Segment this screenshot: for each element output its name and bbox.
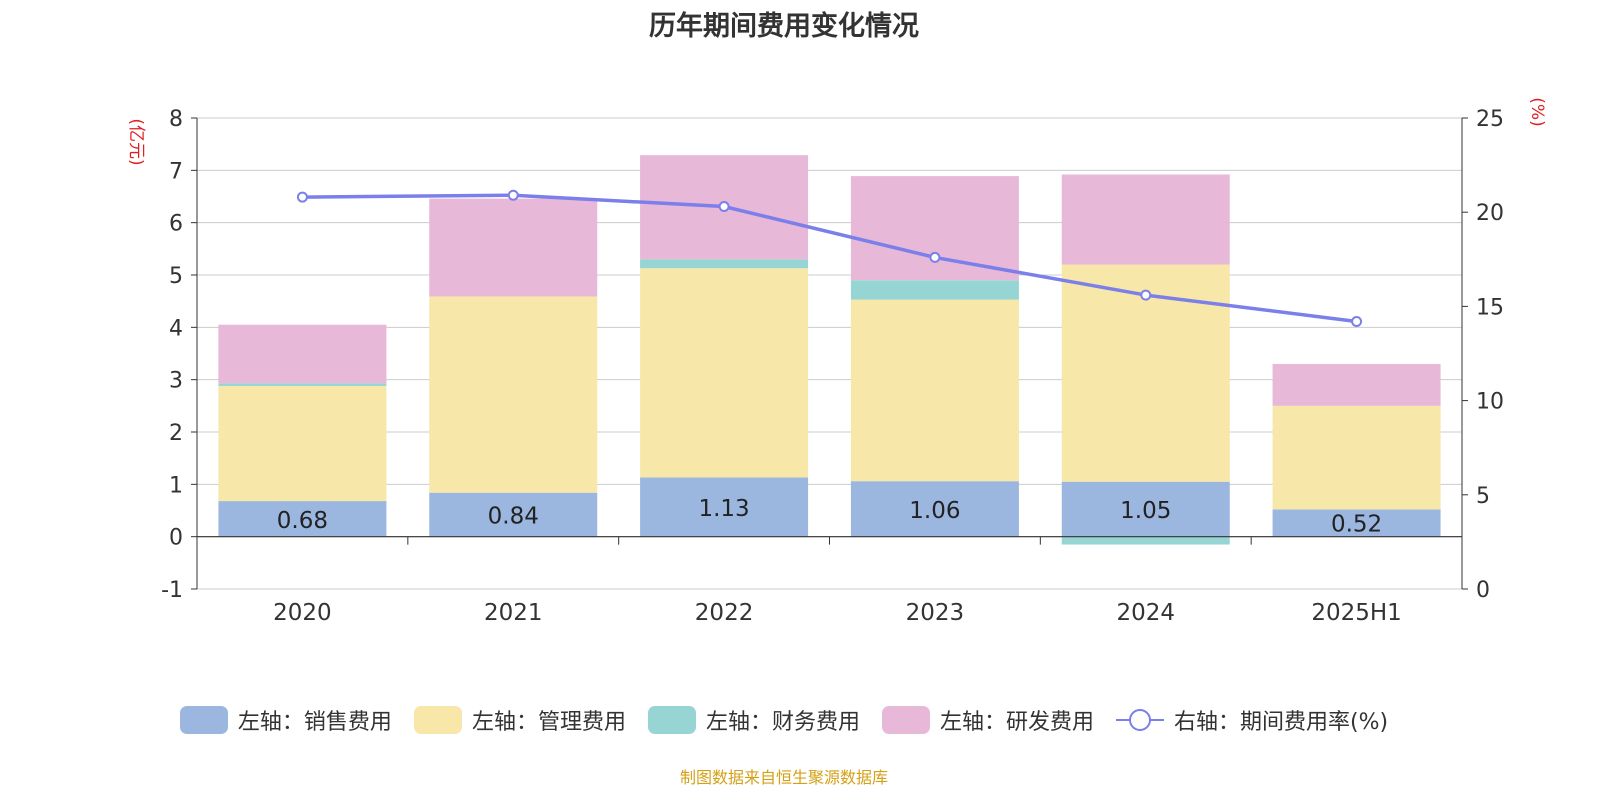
legend-swatch bbox=[413, 706, 462, 734]
rate-point bbox=[718, 201, 730, 213]
y-left-tick-label: 0 bbox=[169, 526, 183, 551]
y-right-tick-label: 5 bbox=[1476, 484, 1490, 509]
bar-segment bbox=[429, 296, 598, 493]
bar-segment bbox=[850, 280, 1019, 300]
y-right-tick-label: 0 bbox=[1476, 578, 1490, 603]
source-note: 制图数据来自恒生聚源数据库 bbox=[679, 768, 888, 787]
legend-swatch bbox=[881, 706, 930, 734]
y-left-tick-label: 3 bbox=[169, 369, 183, 394]
x-tick-label: 2021 bbox=[484, 600, 543, 626]
y-left-tick-label: 1 bbox=[169, 473, 183, 498]
legend: 左轴：销售费用 左轴：管理费用 左轴：财务费用 左轴：研发费用 右轴：期间费用率(%) bbox=[0, 704, 1568, 736]
bar-segment bbox=[1061, 481, 1230, 537]
bar-segment bbox=[218, 385, 387, 502]
legend-item[interactable]: 左轴：管理费用 bbox=[413, 704, 626, 736]
y-right-tick-label: 20 bbox=[1476, 201, 1504, 226]
bar-segment bbox=[1272, 509, 1441, 537]
legend-swatch bbox=[647, 706, 696, 734]
legend-line-marker bbox=[1115, 709, 1164, 731]
legend-item[interactable]: 左轴：销售费用 bbox=[179, 704, 392, 736]
legend-item[interactable]: 右轴：期间费用率(%) bbox=[1115, 704, 1389, 736]
chart-title: 历年期间费用变化情况 bbox=[649, 11, 919, 42]
y-left-tick-label: 5 bbox=[169, 264, 183, 289]
bar-segment bbox=[218, 324, 387, 384]
bar-data-label: 1.05 bbox=[1120, 498, 1171, 524]
bar-segment bbox=[1061, 174, 1230, 265]
bar-data-label: 1.13 bbox=[698, 496, 749, 522]
bar-segment bbox=[850, 481, 1019, 537]
bar-segment bbox=[1272, 363, 1441, 406]
rate-point bbox=[507, 189, 519, 201]
y-left-tick-label: 7 bbox=[169, 159, 183, 184]
legend-label: 左轴：财务费用 bbox=[705, 710, 860, 735]
rate-point bbox=[296, 191, 308, 203]
bar-segment bbox=[218, 501, 387, 537]
bar-segment bbox=[429, 198, 598, 297]
bar-segment bbox=[850, 176, 1019, 281]
legend-label: 左轴：销售费用 bbox=[237, 710, 392, 735]
bar-segment bbox=[850, 299, 1019, 482]
y-right-tick-label: 25 bbox=[1476, 107, 1504, 132]
bar-segment bbox=[640, 259, 809, 269]
bar-segment bbox=[1061, 536, 1230, 545]
legend-label: 右轴：期间费用率(%) bbox=[1173, 710, 1389, 735]
bar-data-label: 1.06 bbox=[909, 498, 960, 524]
bar-segment bbox=[640, 477, 809, 537]
bar-segment bbox=[640, 268, 809, 478]
legend-label: 左轴：研发费用 bbox=[939, 710, 1094, 735]
legend-label: 左轴：管理费用 bbox=[471, 710, 626, 735]
bar-segment bbox=[429, 492, 598, 537]
y-left-tick-label: 8 bbox=[169, 107, 183, 132]
bar-data-label: 0.68 bbox=[277, 508, 328, 534]
x-tick-label: 2023 bbox=[906, 600, 965, 626]
y-left-tick-label: 2 bbox=[169, 421, 183, 446]
bar-data-label: 0.84 bbox=[488, 504, 539, 530]
bar-data-label: 0.52 bbox=[1331, 512, 1382, 538]
rate-point bbox=[1140, 289, 1152, 301]
rate-line bbox=[302, 193, 1357, 324]
y-right-tick-label: 15 bbox=[1476, 295, 1504, 320]
chart-svg: -1 0 1 2 3 4 5 6 7 8 0 5 10 15 20 25 (亿元) (%) 0.68 0.84 1.13… bbox=[126, 97, 1547, 626]
y-left-tick-label: 6 bbox=[169, 212, 183, 237]
x-tick-label: 2022 bbox=[695, 600, 754, 626]
bar-segment bbox=[218, 383, 387, 386]
x-tick-label: 2025H1 bbox=[1311, 600, 1401, 626]
y-right-axis-title: (%) bbox=[1527, 97, 1547, 126]
legend-item[interactable]: 左轴：财务费用 bbox=[647, 704, 860, 736]
y-right-tick-label: 10 bbox=[1476, 390, 1504, 415]
rate-point bbox=[929, 251, 941, 263]
rate-point bbox=[1351, 315, 1363, 327]
y-left-axis-title: (亿元) bbox=[126, 118, 146, 165]
legend-swatch bbox=[179, 706, 228, 734]
y-left-tick-label: -1 bbox=[161, 578, 183, 603]
legend-item[interactable]: 左轴：研发费用 bbox=[881, 704, 1094, 736]
y-left-tick-label: 4 bbox=[169, 316, 183, 341]
x-tick-label: 2020 bbox=[273, 600, 332, 626]
bar-segment bbox=[1272, 405, 1441, 510]
x-tick-label: 2024 bbox=[1116, 600, 1175, 626]
